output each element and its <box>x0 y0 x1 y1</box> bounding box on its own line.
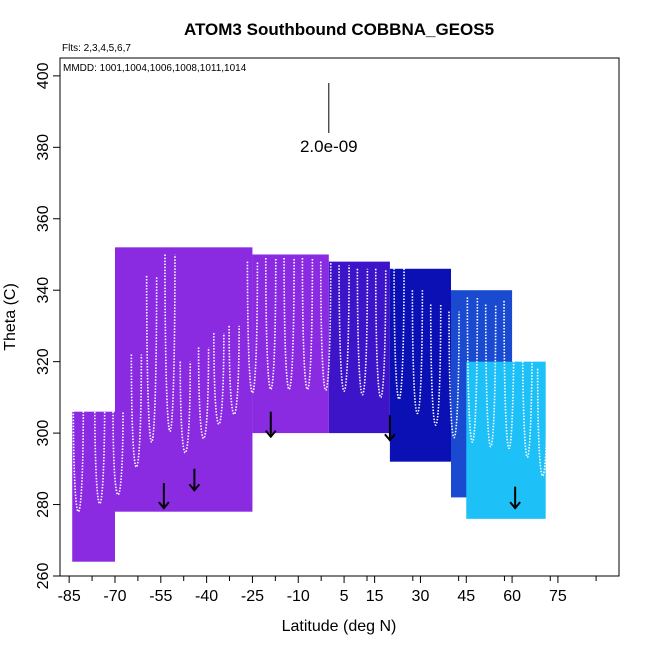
y-axis-label: Theta (C) <box>2 283 19 351</box>
flight-profile-12 <box>283 258 295 390</box>
field-block-2 <box>252 254 329 434</box>
flight-profile-13 <box>301 258 314 390</box>
x-tick-label: 30 <box>412 588 430 605</box>
x-tick-label: -10 <box>287 588 310 605</box>
flight-profile-9 <box>228 325 240 416</box>
arrow-4 <box>509 486 521 510</box>
arrows <box>158 411 521 510</box>
scale-marker: 2.0e-09 <box>300 83 358 156</box>
flight-profile-0 <box>72 404 85 513</box>
field-block-4 <box>389 268 451 462</box>
y-tick-label: 380 <box>35 134 52 161</box>
heatmap-field <box>72 247 546 562</box>
flight-profile-5 <box>164 254 176 433</box>
flight-profile-11 <box>264 258 277 390</box>
flight-profile-4 <box>145 275 158 443</box>
flight-profile-24 <box>503 300 515 449</box>
flights-label: Flts: 2,3,4,5,6,7 <box>62 43 131 54</box>
field-block-6 <box>466 361 546 519</box>
arrow-head <box>158 501 170 510</box>
flight-profile-16 <box>356 268 369 396</box>
x-tick-label: -85 <box>58 588 81 605</box>
arrow-2 <box>265 411 277 439</box>
field-block-3 <box>328 261 390 434</box>
plot-frame <box>59 57 620 577</box>
x-tick-label: -40 <box>195 588 218 605</box>
flight-profile-20 <box>429 304 442 426</box>
flight-profile-22 <box>466 297 479 443</box>
x-tick-label: 5 <box>340 588 349 605</box>
y-tick-label: 340 <box>35 277 52 304</box>
y-axis: 260 280 300 320 340 360 380 400 <box>35 62 60 589</box>
flight-profile-19 <box>411 290 424 414</box>
flight-profile-26 <box>536 368 549 477</box>
flight-profile-21 <box>448 311 460 439</box>
y-tick-label: 320 <box>35 348 52 375</box>
flight-profile-17 <box>374 268 387 398</box>
flight-profile-6 <box>179 361 192 454</box>
x-tick-label: 75 <box>549 588 567 605</box>
flight-profile-7 <box>197 347 210 440</box>
scale-label: 2.0e-09 <box>300 137 358 156</box>
field-block-0 <box>72 411 115 562</box>
chart-title: ATOM3 Southbound COBBNA_GEOS5 <box>184 20 494 39</box>
y-tick-label: 360 <box>35 205 52 232</box>
x-tick-label: 45 <box>457 588 475 605</box>
flight-profile-25 <box>521 304 534 458</box>
flight-profile-18 <box>393 265 405 400</box>
y-tick-label: 400 <box>35 62 52 89</box>
flight-profile-1 <box>93 393 106 505</box>
arrow-head <box>509 501 521 510</box>
flight-profile-23 <box>484 304 497 448</box>
arrow-head <box>265 430 277 439</box>
flight-profile-14 <box>319 261 332 391</box>
x-tick-label: 15 <box>366 588 384 605</box>
flight-profile-2 <box>112 411 124 496</box>
arrow-1 <box>188 468 201 492</box>
arrow-0 <box>158 483 170 510</box>
arrow-head <box>188 483 201 492</box>
x-tick-label: -55 <box>149 588 172 605</box>
flight-profile-8 <box>213 333 225 425</box>
x-tick-label: -70 <box>103 588 126 605</box>
field-block-1 <box>114 247 253 512</box>
flight-profile-15 <box>338 265 350 392</box>
dates-label: MMDD: 1001,1004,1006,1008,1011,1014 <box>63 63 247 74</box>
flight-profile-10 <box>246 261 259 394</box>
y-tick-label: 280 <box>35 491 52 518</box>
x-axis: -85 -70 -55 -40 -25 -10 5 15 30 45 60 75 <box>58 576 597 605</box>
x-axis-label: Latitude (deg N) <box>282 618 397 635</box>
y-tick-label: 260 <box>35 563 52 590</box>
x-tick-label: 60 <box>503 588 521 605</box>
arrow-head <box>384 433 396 442</box>
y-tick-label: 300 <box>35 420 52 447</box>
x-tick-label: -25 <box>241 588 264 605</box>
arrow-3 <box>384 415 396 442</box>
flight-tracks <box>72 254 549 513</box>
